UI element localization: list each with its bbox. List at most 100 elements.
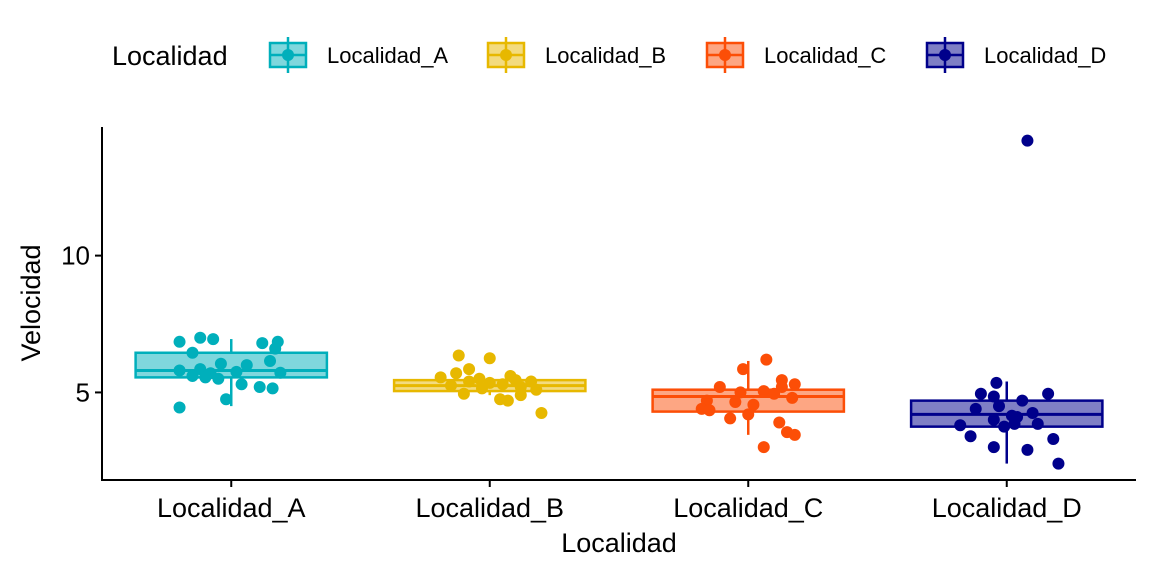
points-Localidad_B — [434, 349, 548, 419]
data-point — [434, 371, 447, 384]
data-point — [186, 370, 199, 383]
data-point — [535, 406, 548, 419]
data-point — [230, 365, 243, 378]
data-point — [773, 416, 786, 429]
data-point — [964, 430, 977, 443]
data-point — [501, 394, 514, 407]
data-point — [1047, 432, 1060, 445]
data-point — [220, 393, 233, 406]
legend-title: Localidad — [112, 41, 228, 71]
data-point — [788, 378, 801, 391]
data-point — [757, 385, 770, 398]
data-point — [990, 376, 1003, 389]
data-point — [742, 408, 755, 421]
data-point — [457, 387, 470, 400]
data-point — [214, 357, 227, 370]
x-tick-label: Localidad_C — [673, 493, 823, 523]
data-point — [757, 441, 770, 454]
x-tick-label: Localidad_B — [415, 493, 564, 523]
legend-item-Localidad_D: Localidad_D — [925, 37, 1106, 73]
points-Localidad_A — [173, 331, 287, 414]
legend-key-point — [939, 49, 951, 61]
data-point — [969, 402, 982, 415]
data-point — [199, 371, 212, 384]
data-point — [992, 400, 1005, 413]
data-point — [496, 378, 509, 391]
data-point — [274, 366, 287, 379]
x-axis-title: Localidad — [561, 528, 677, 558]
data-point — [186, 346, 199, 359]
data-point — [724, 412, 737, 425]
data-point — [173, 335, 186, 348]
axes: 5 10 Localidad_A Localidad_B Localidad_C Loc… — [16, 127, 1136, 558]
data-point — [734, 386, 747, 399]
data-point — [240, 359, 253, 372]
data-point — [452, 349, 465, 362]
data-point — [987, 441, 1000, 454]
legend: Localidad Localidad_A Localidad_B Localida… — [112, 37, 1106, 73]
data-point — [450, 367, 463, 380]
y-axis-title: Velocidad — [16, 244, 46, 361]
data-point — [173, 364, 186, 377]
data-point — [256, 337, 269, 350]
data-point — [463, 363, 476, 376]
data-point — [266, 382, 279, 395]
data-point — [194, 331, 207, 344]
y-tick-label: 10 — [61, 241, 90, 271]
data-point — [737, 363, 750, 376]
data-point — [747, 398, 760, 411]
data-point — [775, 380, 788, 393]
points-Localidad_D — [954, 134, 1065, 470]
y-tick-label: 5 — [76, 377, 90, 407]
data-point — [954, 419, 967, 432]
data-point — [768, 387, 781, 400]
legend-label: Localidad_B — [545, 43, 666, 68]
data-point — [1021, 443, 1034, 456]
legend-label: Localidad_A — [327, 43, 448, 68]
data-point — [514, 389, 527, 402]
data-point — [788, 428, 801, 441]
data-point — [253, 380, 266, 393]
x-tick-label: Localidad_A — [157, 493, 306, 523]
data-point — [212, 372, 225, 385]
legend-item-Localidad_B: Localidad_B — [486, 37, 666, 73]
data-point — [1042, 387, 1055, 400]
data-point — [483, 352, 496, 365]
data-point — [1008, 417, 1021, 430]
data-point — [473, 372, 486, 385]
legend-key-point — [719, 49, 731, 61]
legend-item-Localidad_A: Localidad_A — [268, 37, 448, 73]
data-point — [729, 396, 742, 409]
data-point — [264, 354, 277, 367]
data-point — [974, 387, 987, 400]
data-point — [463, 375, 476, 388]
data-point — [173, 401, 186, 414]
data-point — [235, 378, 248, 391]
data-point — [514, 380, 527, 393]
data-point — [530, 383, 543, 396]
data-point — [703, 404, 716, 417]
plot-area — [134, 134, 1104, 470]
data-point — [1026, 406, 1039, 419]
data-point — [786, 391, 799, 404]
data-point — [444, 379, 457, 392]
data-point — [998, 420, 1011, 433]
legend-label: Localidad_C — [764, 43, 886, 68]
data-point — [1031, 417, 1044, 430]
data-point — [987, 390, 1000, 403]
data-point — [1016, 394, 1029, 407]
legend-label: Localidad_D — [984, 43, 1106, 68]
box-iqr — [651, 388, 846, 413]
data-point — [475, 382, 488, 395]
data-point — [760, 353, 773, 366]
data-point — [713, 380, 726, 393]
data-point — [207, 333, 220, 346]
data-point — [269, 342, 282, 355]
legend-item-Localidad_C: Localidad_C — [705, 37, 886, 73]
data-point — [1021, 134, 1034, 147]
x-tick-label: Localidad_D — [932, 493, 1082, 523]
data-point — [1052, 457, 1065, 470]
points-Localidad_C — [695, 353, 801, 454]
legend-key-point — [282, 49, 294, 61]
